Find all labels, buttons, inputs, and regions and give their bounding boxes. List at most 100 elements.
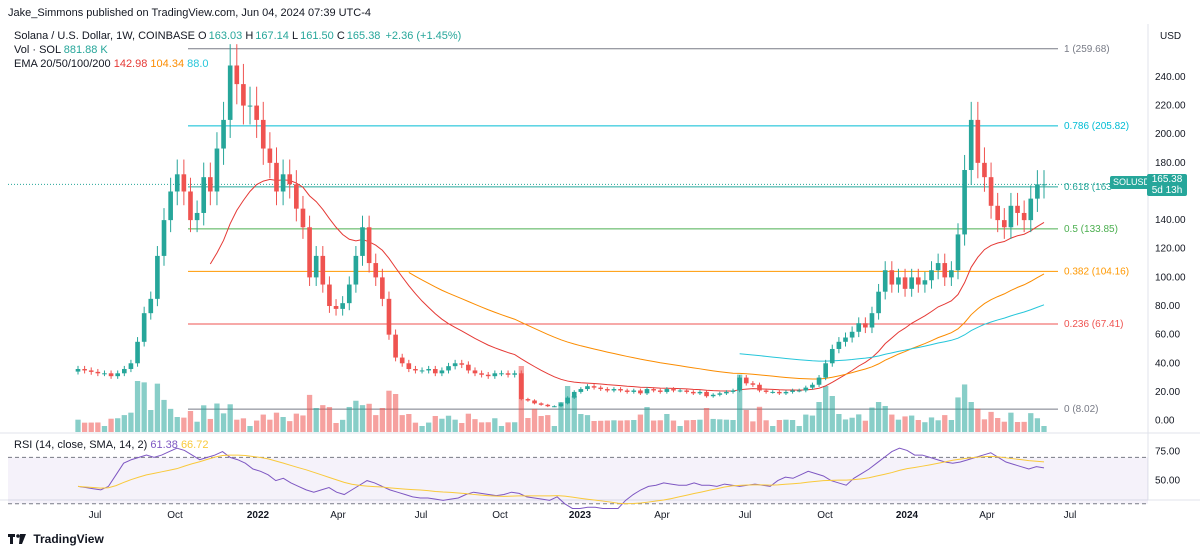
candle-body xyxy=(188,191,193,221)
volume-bar xyxy=(677,426,683,432)
candlesticks[interactable] xyxy=(75,44,1047,408)
candle-body xyxy=(115,373,121,377)
candle-body xyxy=(148,298,154,314)
candle-body xyxy=(432,369,438,374)
candle xyxy=(651,387,656,393)
volume-bar xyxy=(584,415,591,432)
ema50-value: 104.34 xyxy=(150,58,185,70)
volume-bar xyxy=(862,420,869,432)
candle xyxy=(208,162,213,206)
volume-bars xyxy=(75,366,1047,432)
gridlines xyxy=(0,24,1200,501)
candle-body xyxy=(763,390,769,392)
volume-bar xyxy=(253,420,260,432)
candle xyxy=(1028,185,1034,233)
candle xyxy=(82,365,87,374)
candle xyxy=(188,177,193,233)
candle-body xyxy=(353,255,359,285)
candle xyxy=(737,375,742,393)
candle xyxy=(882,261,888,300)
volume-bar xyxy=(723,419,730,432)
candle xyxy=(247,86,253,125)
time-axis[interactable]: Jul Oct 2022 Apr Jul Oct 2023 Apr Jul Oct 2024 Apr J… xyxy=(89,510,1077,521)
ema50-line xyxy=(408,271,1045,380)
volume-bar xyxy=(419,426,425,432)
rsi-pane[interactable]: 75.00 50.00 xyxy=(8,447,1180,509)
volume-bar xyxy=(445,415,452,432)
candle-body xyxy=(671,389,676,391)
price-tick-label: 140.00 xyxy=(1155,215,1186,226)
volume-bar xyxy=(505,422,511,432)
price-tick-label: 20.00 xyxy=(1155,387,1180,398)
volume-bar xyxy=(624,420,630,432)
volume-bar xyxy=(816,402,822,432)
price-tick-label: 120.00 xyxy=(1155,244,1186,255)
candle xyxy=(1001,208,1007,239)
candle xyxy=(148,291,154,320)
volume-bar xyxy=(889,414,895,432)
currency-label[interactable]: USD xyxy=(1160,31,1182,42)
time-tick-label: Oct xyxy=(167,510,183,521)
volume-bar xyxy=(842,419,849,432)
candle xyxy=(677,388,683,393)
price-tick-label: 0.00 xyxy=(1155,416,1175,427)
candle xyxy=(525,397,531,402)
fib-level-label: 0 (8.02) xyxy=(1064,404,1098,415)
volume-bar xyxy=(161,399,167,432)
volume-bar xyxy=(115,418,121,432)
volume-bar xyxy=(141,382,147,432)
candle-body xyxy=(280,174,286,192)
candle xyxy=(194,200,200,233)
candle xyxy=(459,359,465,369)
candle-body xyxy=(585,386,590,390)
volume-bar xyxy=(789,420,796,432)
candle xyxy=(340,296,345,316)
volume-bar xyxy=(928,417,935,432)
candle-body xyxy=(578,389,584,392)
symbol-legend: Solana / U.S. Dollar, 1W, COINBASE O 163.… xyxy=(14,30,462,42)
candle xyxy=(657,388,663,394)
volume-bar xyxy=(386,390,392,432)
candle-body xyxy=(915,277,921,285)
price-tick-label: 60.00 xyxy=(1155,330,1180,341)
volume-value: 881.88 K xyxy=(63,44,108,56)
tradingview-icon xyxy=(8,533,26,547)
candle-body xyxy=(208,177,213,192)
candle xyxy=(704,390,709,398)
candle-body xyxy=(757,384,762,391)
candle xyxy=(327,276,332,313)
candle-body xyxy=(558,403,564,407)
volume-bar xyxy=(128,412,134,432)
candle-body xyxy=(373,263,379,278)
tradingview-logo[interactable]: TradingView xyxy=(8,532,104,547)
candle xyxy=(128,359,134,373)
volume-bar xyxy=(829,396,835,432)
candle xyxy=(141,306,147,347)
fibonacci-levels: 1 (259.68) 0.786 (205.82) 0.618 (163 0.5 (1… xyxy=(8,44,1148,415)
candle-body xyxy=(922,280,928,285)
candle xyxy=(591,384,597,390)
candle-body xyxy=(512,373,518,375)
candle xyxy=(274,147,279,206)
candle-body xyxy=(710,394,716,397)
candle-body xyxy=(909,277,914,289)
candle xyxy=(750,381,756,387)
candle xyxy=(796,388,802,393)
volume-bar xyxy=(598,420,604,432)
ema100-line xyxy=(739,304,1045,362)
volume-bar xyxy=(922,422,928,432)
candle xyxy=(221,101,226,165)
candle-body xyxy=(360,227,365,256)
rsi-legend: RSI (14, close, SMA, 14, 2) 61.38 66.72 xyxy=(14,439,209,451)
candle xyxy=(512,370,518,378)
candle-body xyxy=(406,363,412,370)
candle-body xyxy=(174,174,180,192)
candle-body xyxy=(274,162,279,192)
volume-bar xyxy=(247,426,253,432)
candle xyxy=(743,375,749,386)
candle-body xyxy=(902,277,908,289)
volume-bar xyxy=(1034,418,1041,432)
candle xyxy=(95,368,101,377)
candle xyxy=(935,253,941,280)
